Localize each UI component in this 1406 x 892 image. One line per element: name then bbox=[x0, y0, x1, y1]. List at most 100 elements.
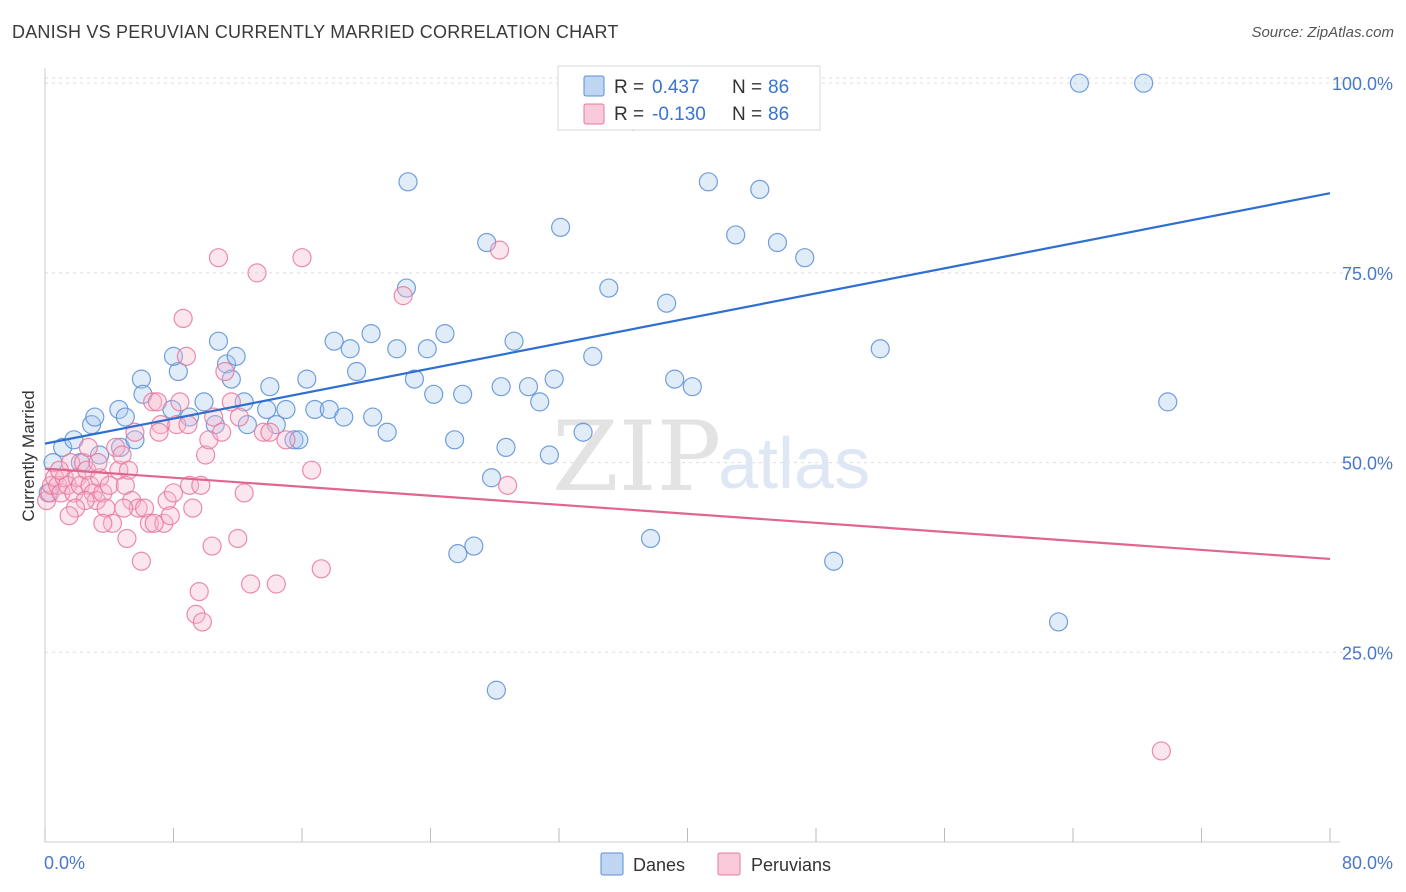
dane-point-53 bbox=[481, 468, 502, 488]
dane-point-49 bbox=[453, 384, 473, 404]
dane-point-47 bbox=[435, 323, 455, 344]
peruvian-point-59 bbox=[253, 422, 274, 442]
dane-point-5 bbox=[85, 407, 105, 427]
dane-point-31 bbox=[297, 369, 317, 389]
dane-point-2 bbox=[53, 437, 73, 458]
dane-point-56 bbox=[518, 377, 539, 397]
dane-point-37 bbox=[347, 361, 367, 382]
peruvian-point-36 bbox=[154, 513, 174, 533]
peruvian-point-52 bbox=[208, 248, 229, 268]
peruvian-point-41 bbox=[170, 392, 190, 412]
peruvian-point-78 bbox=[229, 407, 249, 427]
peruvian-point-63 bbox=[292, 248, 312, 268]
dane-point-85 bbox=[491, 377, 511, 397]
legend-r-value-danes: 0.437 bbox=[652, 77, 700, 98]
peruvian-point-66 bbox=[393, 286, 413, 306]
legend-n-label-peruvians: N = bbox=[732, 104, 762, 125]
watermark: ZIP atlas bbox=[552, 401, 870, 513]
dane-point-51 bbox=[464, 536, 484, 556]
peruvian-point-60 bbox=[260, 422, 280, 442]
peruvian-point-44 bbox=[179, 475, 200, 495]
dane-point-41 bbox=[387, 339, 407, 359]
peruvian-point-51 bbox=[202, 536, 222, 556]
peruvian-point-49 bbox=[196, 445, 216, 465]
y-tick-label-0: 25.0% bbox=[1342, 643, 1393, 663]
peruvian-point-79 bbox=[149, 422, 169, 442]
dane-point-26 bbox=[260, 377, 280, 397]
watermark-zip: ZIP bbox=[552, 401, 721, 513]
peruvian-point-42 bbox=[173, 308, 193, 329]
dane-point-71 bbox=[795, 248, 815, 268]
peruvian-point-30 bbox=[131, 551, 151, 571]
dane-point-12 bbox=[131, 369, 151, 389]
peruvian-point-1 bbox=[40, 483, 60, 503]
dane-point-63 bbox=[599, 278, 619, 298]
peruvian-point-80 bbox=[114, 498, 134, 518]
dane-point-40 bbox=[377, 422, 397, 442]
dane-point-24 bbox=[237, 415, 257, 435]
peruvian-point-43 bbox=[176, 346, 196, 366]
dane-point-69 bbox=[750, 179, 770, 200]
peruvian-point-58 bbox=[247, 263, 267, 283]
peruvian-point-56 bbox=[234, 483, 254, 503]
x-tick-label-0: 0.0% bbox=[44, 853, 85, 873]
x-tick-label-1: 80.0% bbox=[1342, 853, 1393, 873]
peruvian-point-21 bbox=[102, 513, 123, 533]
axes-layer bbox=[44, 68, 1340, 843]
peruvian-point-85 bbox=[78, 437, 98, 458]
dane-point-60 bbox=[551, 217, 571, 237]
y-tick-label-3: 100.0% bbox=[1332, 74, 1393, 94]
dane-trend-line bbox=[44, 192, 1331, 445]
watermark-atlas: atlas bbox=[718, 424, 870, 504]
trend-layer bbox=[44, 192, 1331, 561]
legend-r-label-danes: R = bbox=[614, 77, 644, 98]
legend-n-label-danes: N = bbox=[732, 77, 762, 98]
peruvian-point-68 bbox=[498, 475, 518, 495]
peruvian-point-57 bbox=[241, 574, 261, 594]
peruvian-point-20 bbox=[99, 475, 119, 495]
dane-point-54 bbox=[496, 437, 516, 458]
dane-point-55 bbox=[504, 331, 524, 351]
peruvian-point-46 bbox=[186, 604, 206, 624]
peruvian-point-39 bbox=[163, 483, 184, 503]
peruvian-point-74 bbox=[178, 415, 198, 435]
dane-point-76 bbox=[1134, 73, 1154, 93]
peruvian-point-34 bbox=[147, 392, 168, 412]
legend-swatch-peruvians bbox=[583, 103, 605, 125]
dane-point-79 bbox=[486, 680, 506, 700]
peruvian-point-33 bbox=[143, 392, 163, 412]
bottom-legend-label-danes: Danes bbox=[633, 855, 685, 875]
legend-n-value-danes: 86 bbox=[768, 77, 789, 98]
dane-point-34 bbox=[324, 331, 344, 351]
peruvian-point-22 bbox=[106, 437, 126, 458]
dane-point-74 bbox=[870, 339, 890, 359]
peruvian-point-16 bbox=[86, 490, 107, 511]
dane-point-80 bbox=[226, 346, 246, 366]
dane-point-64 bbox=[640, 528, 661, 549]
legend-r-value-peruvians: -0.130 bbox=[652, 104, 706, 125]
dane-point-66 bbox=[665, 369, 685, 389]
dane-point-11 bbox=[115, 407, 135, 427]
dane-point-84 bbox=[682, 377, 702, 397]
dane-point-67 bbox=[698, 172, 718, 192]
y-tick-label-1: 50.0% bbox=[1342, 454, 1393, 474]
dane-point-57 bbox=[530, 392, 550, 412]
peruvian-point-45 bbox=[183, 498, 203, 518]
peruvian-point-82 bbox=[65, 498, 86, 518]
peruvian-point-9 bbox=[64, 483, 84, 503]
dane-point-77 bbox=[1158, 392, 1178, 412]
dane-point-61 bbox=[573, 422, 593, 442]
dane-point-48 bbox=[444, 430, 465, 450]
dane-point-46 bbox=[424, 384, 444, 404]
peruvian-point-40 bbox=[167, 415, 187, 435]
dane-point-45 bbox=[417, 339, 437, 359]
points-layer bbox=[37, 73, 1178, 761]
dane-point-36 bbox=[340, 339, 360, 359]
dane-point-65 bbox=[657, 293, 677, 313]
peruvian-point-53 bbox=[215, 361, 235, 382]
dane-point-21 bbox=[216, 354, 237, 374]
peruvian-point-47 bbox=[189, 581, 209, 602]
peruvian-point-26 bbox=[118, 460, 139, 480]
peruvian-point-70 bbox=[75, 490, 95, 511]
